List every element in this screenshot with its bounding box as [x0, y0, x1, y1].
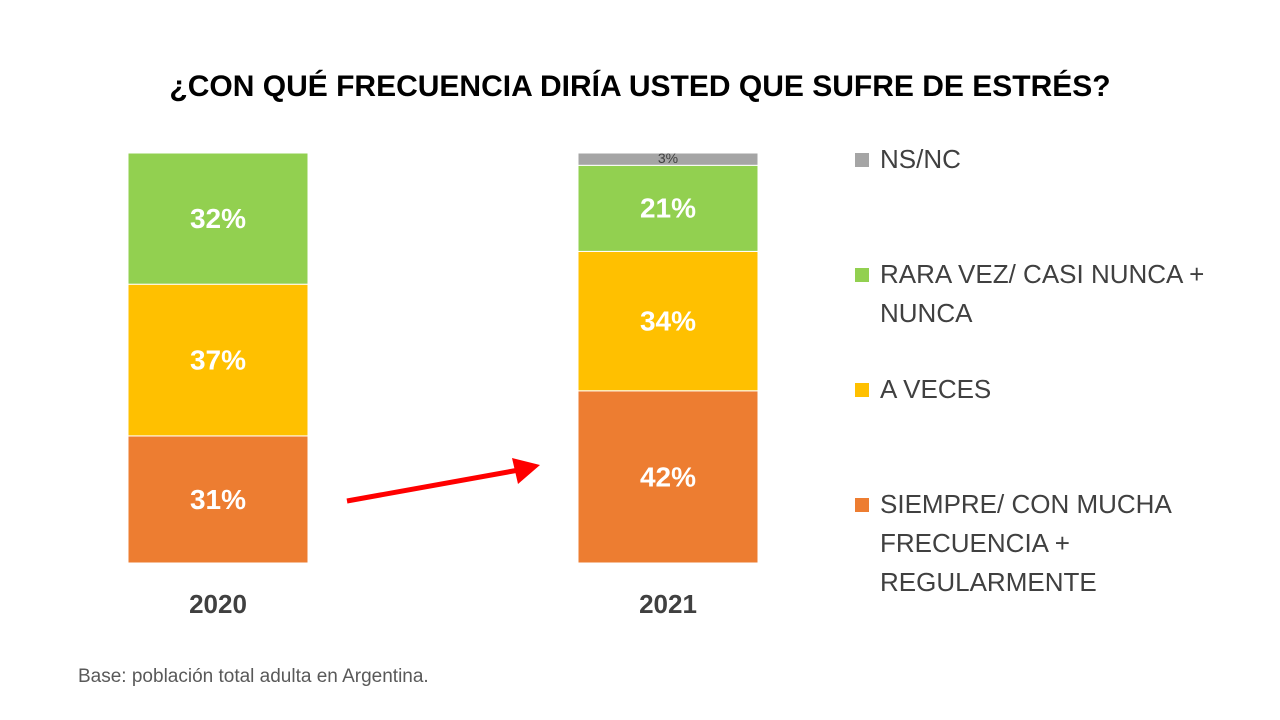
- bar-segment: [577, 152, 759, 166]
- data-label: 37%: [190, 344, 246, 375]
- data-label: 31%: [190, 484, 246, 515]
- legend-swatch: [855, 498, 869, 512]
- legend-label: SIEMPRE/ CON MUCHA FRECUENCIA + REGULARM…: [880, 489, 1171, 597]
- legend-item: NS/NC: [855, 140, 1215, 179]
- bar-segment: [577, 390, 759, 564]
- chart-title: ¿CON QUÉ FRECUENCIA DIRÍA USTED QUE SUFR…: [169, 69, 1110, 103]
- bar-segment: [577, 164, 759, 252]
- data-label: 32%: [190, 203, 246, 234]
- arrow-head: [512, 458, 540, 484]
- legend-label: RARA VEZ/ CASI NUNCA + NUNCA: [880, 259, 1205, 328]
- data-label: 42%: [640, 461, 696, 492]
- legend-label: NS/NC: [880, 144, 961, 174]
- x-tick-label: 2021: [639, 589, 697, 619]
- legend-label: A VECES: [880, 374, 992, 404]
- bar-segment: [127, 283, 309, 437]
- legend-item: A VECES: [855, 370, 1215, 409]
- legend-swatch: [855, 268, 869, 282]
- footnote: Base: población total adulta en Argentin…: [78, 666, 429, 687]
- data-label: 21%: [640, 193, 696, 224]
- legend-swatch: [855, 153, 869, 167]
- legend-swatch: [855, 383, 869, 397]
- data-label: 34%: [640, 305, 696, 336]
- bar-segment: [577, 250, 759, 392]
- legend-item: SIEMPRE/ CON MUCHA FRECUENCIA + REGULARM…: [855, 485, 1215, 602]
- bar-segment: [127, 152, 309, 285]
- bar-segment: [127, 435, 309, 564]
- arrow: [346, 465, 531, 504]
- x-tick-label: 2020: [189, 589, 247, 619]
- data-label: 3%: [658, 150, 678, 166]
- legend-item: RARA VEZ/ CASI NUNCA + NUNCA: [855, 255, 1215, 333]
